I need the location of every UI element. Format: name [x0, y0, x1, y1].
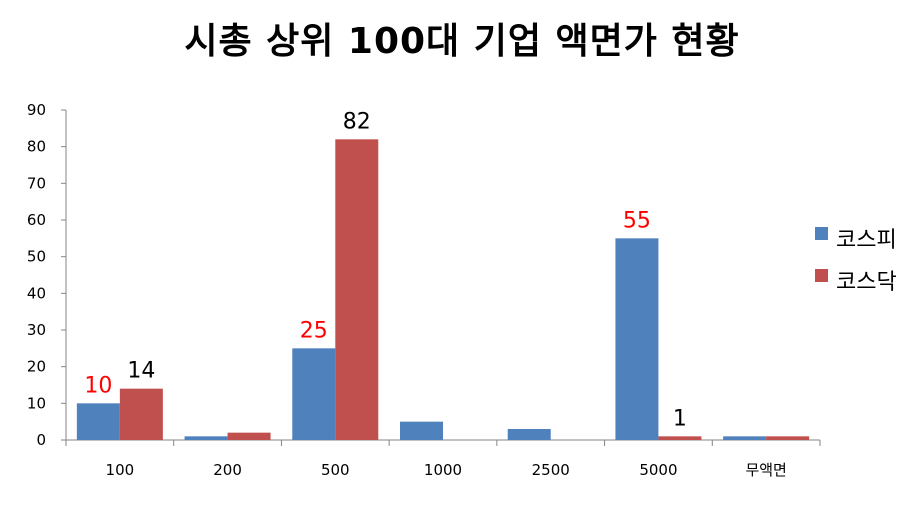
- legend-label: 코스닥: [836, 270, 897, 295]
- data-label: 14: [127, 359, 155, 384]
- y-tick-label: 50: [27, 248, 46, 266]
- y-tick-label: 10: [27, 394, 46, 412]
- x-tick-label: 5000: [639, 461, 677, 479]
- bar-kosdaq-500: [335, 139, 379, 441]
- x-tick-label: 무액면: [745, 461, 786, 479]
- y-tick-label: 60: [27, 211, 46, 229]
- legend-swatch: [815, 227, 828, 240]
- bar-kospi-200: [184, 436, 228, 440]
- x-tick-label: 200: [213, 461, 242, 479]
- x-tick-label: 1000: [424, 461, 462, 479]
- bar-kospi-1000: [400, 421, 443, 440]
- bar-kospi-100: [76, 403, 120, 440]
- data-label: 55: [623, 208, 651, 233]
- bar-kosdaq-무액면: [766, 436, 810, 440]
- data-label: 1: [673, 406, 687, 431]
- x-tick-label: 100: [106, 461, 135, 479]
- bars: [76, 139, 810, 441]
- x-tick-label: 500: [321, 461, 350, 479]
- y-tick-label: 0: [36, 431, 46, 449]
- bar-kospi-5000: [615, 238, 659, 440]
- data-label: 10: [84, 373, 112, 398]
- legend-swatch: [815, 269, 828, 282]
- legend-label: 코스피: [836, 228, 897, 253]
- bar-kosdaq-5000: [658, 436, 702, 440]
- bar-kosdaq-100: [119, 388, 163, 440]
- data-label: 82: [343, 109, 371, 134]
- bar-kospi-500: [292, 348, 336, 440]
- chart-title: 시총 상위 100대 기업 액면가 현황: [184, 21, 740, 62]
- y-tick-label: 30: [27, 321, 46, 339]
- y-tick-label: 20: [27, 358, 46, 376]
- bar-kosdaq-200: [227, 432, 271, 440]
- y-tick-label: 70: [27, 174, 46, 192]
- data-label: 25: [300, 318, 328, 343]
- bar-kospi-2500: [507, 429, 551, 440]
- y-tick-label: 80: [27, 138, 46, 156]
- x-tick-label: 2500: [532, 461, 570, 479]
- y-tick-label: 90: [27, 101, 46, 119]
- bar-kospi-무액면: [723, 436, 767, 440]
- y-tick-label: 40: [27, 284, 46, 302]
- data-labels: 10 14 25 82 55 1: [84, 109, 687, 431]
